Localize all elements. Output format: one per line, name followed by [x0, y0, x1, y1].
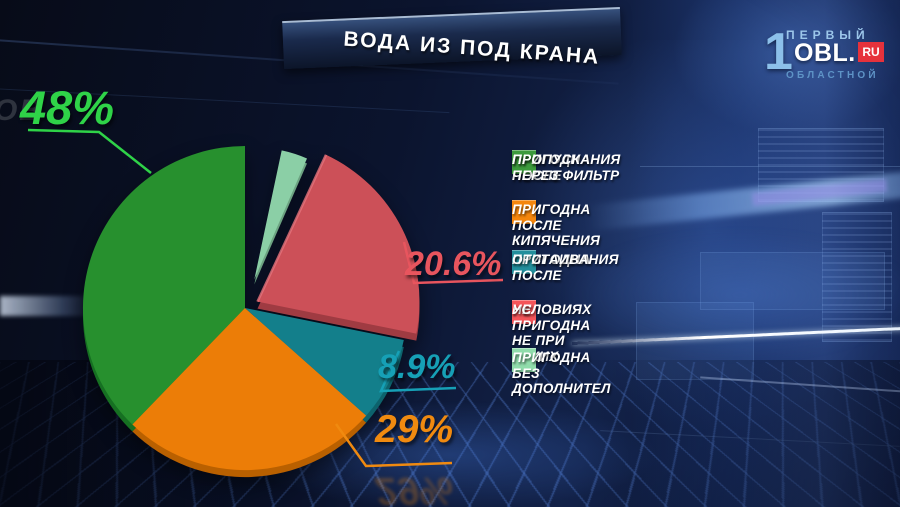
legend-label-line: ПРОПУСКАНИЯ ЧЕРЕЗ ФИЛЬТР — [512, 152, 621, 183]
legend-swatch-green — [512, 150, 536, 174]
bg-glow — [560, 230, 900, 360]
legend-label-line: УСЛОВИЯХ — [512, 302, 592, 317]
bg-data-panel — [822, 212, 892, 342]
logo-numeral-one: 1 — [764, 23, 793, 81]
legend-label-line: ПРИГОДНА ПОСЛЕ — [512, 252, 591, 283]
pie-group — [82, 146, 420, 478]
callout-line-48 — [27, 128, 152, 174]
value-label-unsuitable: 20.6% — [405, 245, 502, 283]
channel-logo: ПЕРВЫЙ 1 OBL. RU ОБЛАСТНОЙ — [762, 8, 894, 92]
legend-swatch-red — [512, 300, 536, 324]
bg-left-glow — [0, 296, 96, 316]
legend-label-line: ПРИГОДНА ПОСЛЕ КИПЯЧЕНИЯ — [512, 202, 601, 248]
bg-data-panel — [700, 252, 885, 310]
bg-glow — [640, 0, 900, 160]
legend-swatch-teal — [512, 250, 536, 274]
value-label-boiling: 29% — [375, 408, 454, 451]
legend: ПРИГОДНА ПОСЛЕ ПРОПУСКАНИЯ ЧЕРЕЗ ФИЛЬТР … — [512, 150, 842, 396]
logo-text-bottom: ОБЛАСТНОЙ — [786, 70, 879, 81]
callout-line-29 — [334, 423, 453, 468]
logo-text-top: ПЕРВЫЙ — [786, 28, 870, 42]
value-label-boiling-reflection: 29% — [375, 469, 454, 507]
legend-label-line: ОТСТАИВАНИЯ — [512, 252, 619, 267]
callout-line-8-9 — [379, 350, 457, 393]
red-slice-edge-highlight — [256, 154, 328, 303]
bg-faint-text: ОВ — [0, 94, 43, 127]
value-label-filter: 48% — [20, 81, 115, 134]
callout-line-20-6 — [402, 241, 504, 285]
legend-label-line: ПРИГОДНА БЕЗ ДОПОЛНИТЕЛ — [512, 350, 611, 396]
bg-thin-line — [640, 166, 900, 167]
legend-label-line: ПРИГОДНА ПОСЛЕ — [512, 152, 591, 183]
value-label-settling: 8.9% — [378, 348, 456, 386]
logo-ru-badge: RU — [858, 42, 884, 62]
legend-swatch-mint — [512, 348, 536, 372]
logo-text-obl: OBL. — [794, 39, 856, 67]
legend-swatch-orange — [512, 200, 536, 224]
